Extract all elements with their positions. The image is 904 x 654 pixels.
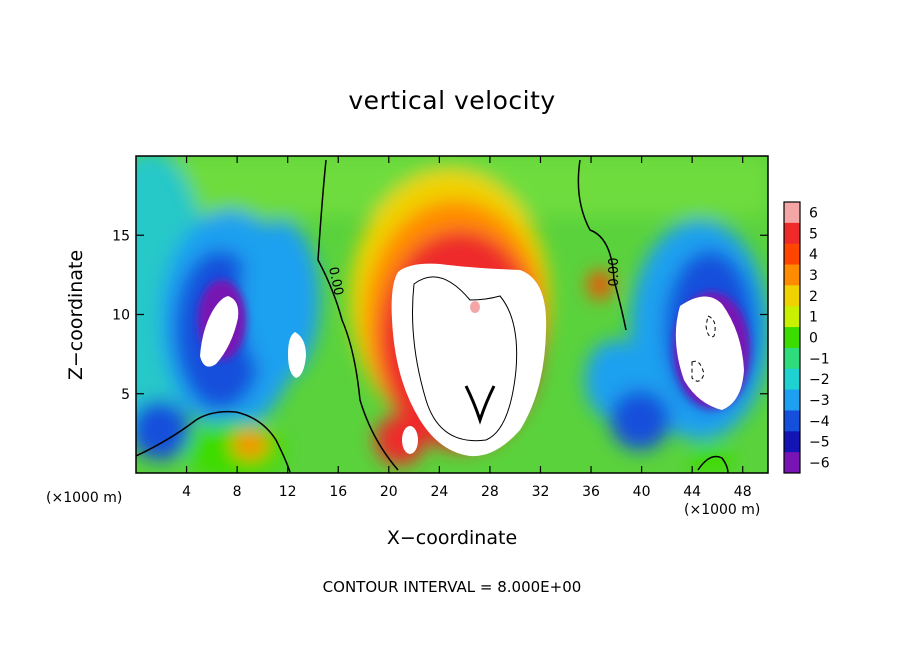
colorbar-swatch bbox=[784, 306, 800, 328]
contour-label: 0.00 bbox=[607, 258, 622, 287]
colorbar-label: 2 bbox=[809, 289, 818, 305]
colorbar-swatch bbox=[784, 285, 800, 307]
colorbar-swatch bbox=[784, 347, 800, 370]
x-tick-label: 24 bbox=[430, 484, 448, 500]
contour-interval-note: CONTOUR INTERVAL = 8.000E+00 bbox=[322, 578, 582, 596]
colorbar-swatch bbox=[784, 327, 800, 349]
x-tick-label: 40 bbox=[633, 484, 651, 500]
colorbar-swatch bbox=[784, 243, 800, 266]
colorbar-label: −1 bbox=[809, 351, 830, 367]
colorbar-swatch bbox=[784, 431, 800, 453]
x-tick-label: 28 bbox=[481, 484, 499, 500]
colorbar-label: −3 bbox=[809, 393, 830, 409]
colorbar-label: −4 bbox=[809, 414, 830, 430]
x-unit-label-left: (×1000 m) bbox=[46, 490, 123, 506]
colorbar-swatch bbox=[784, 368, 800, 391]
colorbar-swatch bbox=[784, 410, 800, 432]
x-tick-label: 36 bbox=[582, 484, 600, 500]
x-axis-label: X−coordinate bbox=[386, 527, 518, 549]
x-tick-label: 4 bbox=[182, 484, 191, 500]
x-tick-label: 44 bbox=[683, 484, 701, 500]
y-axis-label: Z−coordinate bbox=[65, 249, 87, 381]
colorbar-frame bbox=[783, 201, 801, 474]
colorbar-label: 3 bbox=[809, 268, 818, 284]
colorbar-swatch bbox=[784, 222, 800, 245]
colorbar-label: −2 bbox=[809, 372, 830, 388]
colorbar-swatch bbox=[784, 264, 800, 286]
y-tick-label: 10 bbox=[112, 308, 130, 324]
x-tick-label: 20 bbox=[380, 484, 398, 500]
colorbar-label: 6 bbox=[809, 205, 818, 221]
colorbar-swatch bbox=[784, 202, 800, 224]
y-axis: 5 10 15 bbox=[112, 228, 768, 403]
colorbar-label: 1 bbox=[809, 310, 818, 326]
colorbar-label: 5 bbox=[809, 226, 818, 242]
heatmap-field bbox=[136, 156, 768, 473]
colorbar-label: −6 bbox=[809, 456, 830, 472]
colorbar: 6 5 4 3 2 1 0 −1 −2 −3 −4 −5 −6 bbox=[783, 201, 830, 474]
contour-label: 0.00 bbox=[325, 266, 346, 297]
x-axis: 4 8 12 16 20 24 28 32 36 40 44 48 bbox=[182, 156, 752, 500]
x-unit-label-right: (×1000 m) bbox=[684, 502, 761, 518]
colorbar-label: −5 bbox=[809, 435, 830, 451]
colorbar-swatch bbox=[784, 389, 800, 411]
y-tick-label: 15 bbox=[112, 228, 130, 244]
colorbar-label: 4 bbox=[809, 247, 818, 263]
x-tick-label: 32 bbox=[532, 484, 550, 500]
colorbar-label: 0 bbox=[809, 331, 818, 347]
chart-title: vertical velocity bbox=[348, 86, 556, 115]
x-tick-label: 8 bbox=[233, 484, 242, 500]
x-tick-label: 16 bbox=[329, 484, 347, 500]
y-tick-label: 5 bbox=[121, 387, 130, 403]
colorbar-swatch bbox=[784, 452, 800, 474]
x-tick-label: 48 bbox=[734, 484, 752, 500]
x-tick-label: 12 bbox=[279, 484, 297, 500]
